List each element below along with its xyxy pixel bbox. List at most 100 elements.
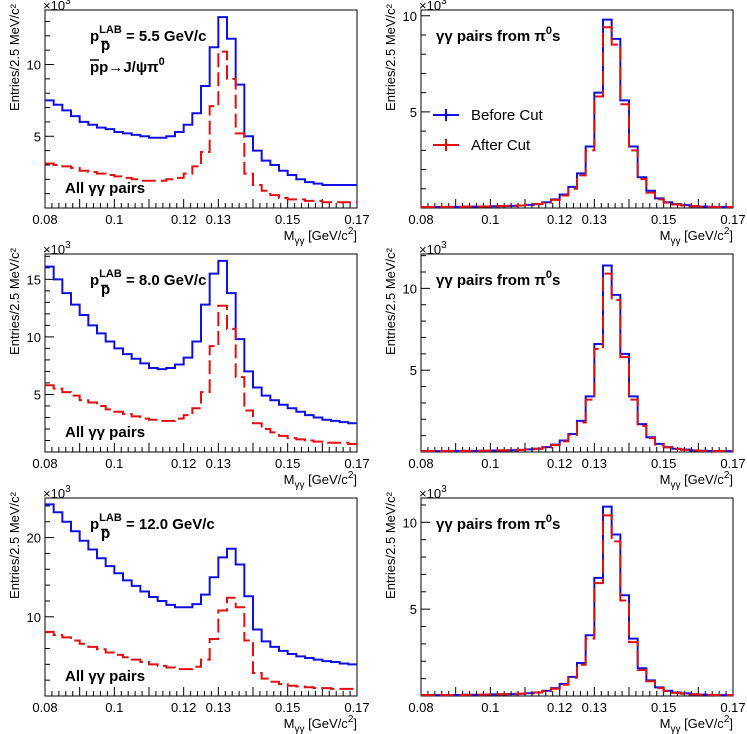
momentum-subscript: p — [101, 281, 110, 298]
title-superscript: 0 — [546, 269, 552, 281]
y-tick-label: 20 — [27, 531, 41, 546]
y-multiplier: ×103 — [419, 484, 447, 501]
x-title-unit: [GeV/c — [680, 228, 724, 243]
panel-4: 0.08 0.1 0.12 0.13 0.15 0.17 5 10 ×103 Entries/2.… — [383, 240, 746, 491]
x-tick-label: 0.15 — [651, 700, 676, 715]
x-tick-label: 0.13 — [582, 700, 607, 715]
y-multiplier: ×103 — [43, 240, 71, 257]
y-multiplier: ×103 — [43, 484, 71, 501]
plot-frame — [420, 9, 734, 209]
x-tick-label: 0.17 — [344, 456, 369, 471]
x-axis-title: Mγγ [GeV/c2] — [660, 226, 733, 247]
x-title-unit: [GeV/c — [680, 716, 724, 731]
x-tick-label: 0.17 — [720, 212, 745, 227]
multiplier-base: ×10 — [43, 0, 65, 13]
x-tick-label: 0.1 — [481, 212, 499, 227]
momentum-superscript: LAB — [99, 24, 122, 36]
reaction-label: pp→J/ψπ0 — [90, 56, 165, 76]
beam-momentum-label: pLAB = 5.5 GeV/c — [90, 24, 206, 45]
x-title-main: M — [660, 472, 671, 487]
x-title-sub: γγ — [670, 724, 680, 734]
momentum-superscript: LAB — [99, 512, 122, 524]
series-after-line — [421, 514, 733, 697]
y-axis-title: Entries/2.5 MeV/c² — [7, 491, 22, 599]
title-text: γγ pairs from π — [436, 516, 546, 533]
y-multiplier: ×103 — [419, 240, 447, 257]
series-after-line — [45, 596, 357, 690]
momentum-symbol: p — [90, 516, 99, 533]
x-tick-label: 0.15 — [651, 456, 676, 471]
legend-before-label: Before Cut — [471, 107, 544, 124]
x-title-unit: [GeV/c — [304, 716, 348, 731]
multiplier-exponent: 3 — [441, 0, 447, 7]
multiplier-base: ×10 — [419, 486, 441, 501]
series-before-line — [45, 503, 357, 666]
y-tick-label: 10 — [403, 281, 417, 296]
momentum-subscript: p — [101, 37, 110, 54]
x-tick-label: 0.13 — [582, 212, 607, 227]
multiplier-base: ×10 — [419, 0, 441, 13]
plot-frame — [420, 253, 734, 453]
x-title-main: M — [660, 228, 671, 243]
x-tick-label: 0.12 — [547, 456, 572, 471]
plot-frame — [44, 497, 358, 697]
title-text: γγ pairs from π — [436, 28, 546, 45]
x-axis-title: Mγγ [GeV/c2] — [284, 714, 357, 734]
pi0-pairs-title: γγ pairs from π0s — [436, 25, 560, 45]
x-axis-title: Mγγ [GeV/c2] — [660, 470, 733, 491]
x-tick-label: 0.13 — [206, 456, 231, 471]
y-tick-label: 5 — [410, 363, 417, 378]
x-title-close: ] — [729, 716, 733, 731]
y-tick-label: 10 — [403, 515, 417, 530]
x-tick-label: 0.15 — [651, 212, 676, 227]
x-tick-label: 0.15 — [275, 456, 300, 471]
beam-momentum-label: pLAB = 8.0 GeV/c — [90, 268, 206, 289]
x-tick-label: 0.08 — [408, 456, 433, 471]
momentum-value: = 5.5 GeV/c — [122, 28, 207, 45]
x-tick-label: 0.15 — [275, 212, 300, 227]
x-tick-label: 0.08 — [32, 212, 57, 227]
x-tick-label: 0.17 — [344, 212, 369, 227]
x-title-exp: 2 — [348, 470, 354, 481]
x-title-main: M — [284, 472, 295, 487]
x-title-exp: 2 — [724, 714, 730, 725]
all-pairs-label: All γγ pairs — [65, 180, 145, 197]
plot-frame — [44, 253, 358, 453]
x-title-sub: γγ — [294, 236, 304, 247]
panel-3: 0.08 0.1 0.12 0.13 0.15 0.17 5 10 15×103 Entries/… — [7, 240, 370, 491]
momentum-value: = 8.0 GeV/c — [122, 272, 207, 289]
multiplier-exponent: 3 — [65, 0, 71, 7]
x-tick-label: 0.12 — [171, 700, 196, 715]
x-title-exp: 2 — [348, 714, 354, 725]
multiplier-base: ×10 — [43, 242, 65, 257]
beam-momentum-label: pLAB = 12.0 GeV/c — [90, 512, 215, 533]
title-tail: s — [552, 272, 560, 289]
x-axis-title: Mγγ [GeV/c2] — [284, 226, 357, 247]
plot-frame — [44, 9, 358, 209]
momentum-subscript: p — [101, 525, 110, 542]
panel-5: 0.08 0.1 0.12 0.13 0.15 0.17 10 20 ×103 Entries/2… — [7, 484, 370, 734]
legend-before-marker — [444, 113, 448, 117]
x-tick-label: 0.12 — [547, 700, 572, 715]
x-tick-label: 0.1 — [105, 212, 123, 227]
y-axis-title: Entries/2.5 MeV/c² — [383, 3, 398, 111]
legend-after-marker — [444, 143, 448, 147]
y-tick-label: 5 — [410, 602, 417, 617]
y-tick-label: 10 — [403, 9, 417, 24]
y-tick-label: 5 — [410, 105, 417, 120]
title-tail: s — [552, 28, 560, 45]
x-title-close: ] — [729, 472, 733, 487]
y-axis-title: Entries/2.5 MeV/c² — [383, 491, 398, 599]
x-title-sub: γγ — [670, 480, 680, 491]
x-title-close: ] — [353, 228, 357, 243]
title-text: γγ pairs from π — [436, 272, 546, 289]
x-tick-label: 0.1 — [481, 700, 499, 715]
x-title-unit: [GeV/c — [304, 472, 348, 487]
y-axis-title: Entries/2.5 MeV/c² — [383, 247, 398, 355]
pi0-pairs-title: γγ pairs from π0s — [436, 513, 560, 533]
title-superscript: 0 — [546, 25, 552, 37]
y-axis-title: Entries/2.5 MeV/c² — [7, 3, 22, 111]
x-tick-label: 0.17 — [720, 700, 745, 715]
x-title-exp: 2 — [724, 226, 730, 237]
